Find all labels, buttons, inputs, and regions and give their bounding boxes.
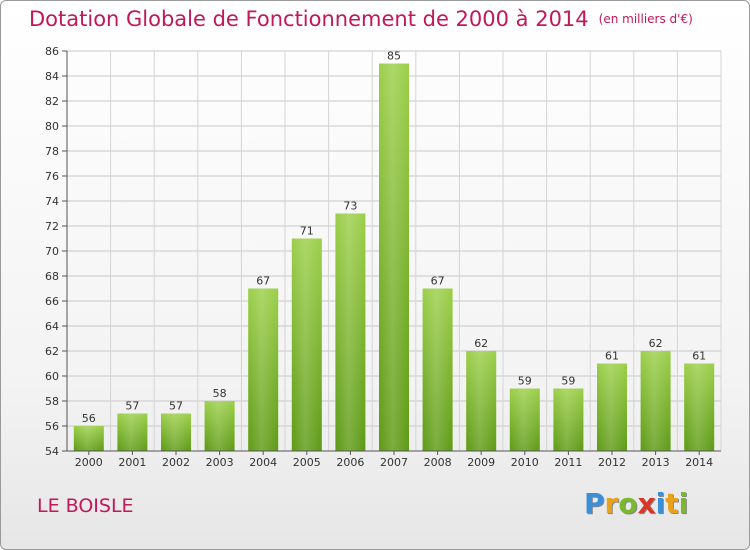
x-tick-label: 2000 — [75, 456, 103, 469]
bar-value-label: 62 — [649, 337, 663, 350]
bar-highlight — [379, 63, 409, 451]
bar-highlight — [73, 426, 104, 451]
logo-letter: P — [584, 487, 605, 520]
bar-highlight — [553, 388, 584, 451]
y-tick-label: 68 — [45, 270, 59, 283]
bar-value-label: 67 — [431, 275, 445, 288]
bar-value-label: 56 — [82, 412, 96, 425]
y-tick-label: 54 — [45, 445, 59, 458]
x-tick-label: 2006 — [336, 456, 364, 469]
y-tick-label: 82 — [45, 95, 59, 108]
proxiti-logo: Proxiti — [584, 487, 688, 520]
chart-unit: (en milliers d'€) — [598, 12, 693, 26]
x-tick-label: 2014 — [685, 456, 713, 469]
x-tick-label: 2012 — [598, 456, 626, 469]
bar-highlight — [640, 351, 671, 451]
bar-value-label: 59 — [518, 375, 532, 388]
logo-letter: o — [618, 487, 638, 520]
bar-value-label: 73 — [343, 200, 357, 213]
bar-value-label: 61 — [692, 350, 706, 363]
y-tick-label: 62 — [45, 345, 59, 358]
bar-highlight — [335, 213, 366, 451]
bar-value-label: 85 — [387, 50, 401, 63]
bar-value-label: 61 — [605, 350, 619, 363]
bar-value-label: 62 — [474, 337, 488, 350]
logo-letter: r — [604, 487, 619, 520]
y-tick-label: 70 — [45, 245, 59, 258]
y-tick-label: 78 — [45, 145, 59, 158]
x-tick-label: 2005 — [293, 456, 321, 469]
y-tick-label: 84 — [45, 70, 59, 83]
bar-value-label: 71 — [300, 225, 314, 238]
y-tick-label: 58 — [45, 395, 59, 408]
y-tick-label: 76 — [45, 170, 59, 183]
y-tick-label: 60 — [45, 370, 59, 383]
chart-title-text: Dotation Globale de Fonctionnement de 20… — [29, 7, 589, 31]
x-tick-label: 2010 — [511, 456, 539, 469]
x-tick-label: 2011 — [554, 456, 582, 469]
x-tick-label: 2004 — [249, 456, 277, 469]
bar-value-label: 57 — [169, 400, 183, 413]
axis-layer: 54 56 58 60 62 64 66 68 70 72 74 76 78 80 82 84 86 2000 20… — [45, 45, 721, 469]
bar-value-label: 67 — [256, 275, 270, 288]
bar-highlight — [466, 351, 497, 451]
bar-value-label: 58 — [213, 387, 227, 400]
y-tick-label: 80 — [45, 120, 59, 133]
x-tick-label: 2009 — [467, 456, 495, 469]
bar-layer: 56 57 57 58 67 71 73 85 67 62 59 59 61 62 61 — [73, 50, 715, 451]
y-tick-label: 86 — [45, 45, 59, 58]
bar-value-label: 59 — [561, 375, 575, 388]
y-tick-label: 74 — [45, 195, 59, 208]
commune-name: LE BOISLE — [37, 495, 134, 517]
y-tick-label: 56 — [45, 420, 59, 433]
x-tick-label: 2013 — [642, 456, 670, 469]
bar-highlight — [117, 413, 148, 451]
bar-highlight — [161, 413, 191, 451]
x-tick-label: 2001 — [118, 456, 146, 469]
bar-value-label: 57 — [125, 400, 139, 413]
y-tick-label: 66 — [45, 295, 59, 308]
bar-highlight — [684, 363, 715, 451]
logo-letter: i — [678, 487, 689, 520]
x-tick-label: 2007 — [380, 456, 408, 469]
bar-highlight — [509, 388, 540, 451]
bar-highlight — [204, 401, 235, 451]
logo-letter: i — [655, 487, 666, 520]
bar-highlight — [597, 363, 627, 451]
bar-highlight — [422, 288, 453, 451]
x-tick-label: 2002 — [162, 456, 190, 469]
y-tick-label: 72 — [45, 220, 59, 233]
bar-highlight — [291, 238, 322, 451]
x-tick-label: 2008 — [424, 456, 452, 469]
logo-letter: x — [637, 487, 656, 520]
chart-title: Dotation Globale de Fonctionnement de 20… — [29, 7, 693, 31]
bar-highlight — [248, 288, 279, 451]
y-tick-label: 64 — [45, 320, 59, 333]
logo-letter: t — [665, 487, 679, 520]
x-tick-label: 2003 — [206, 456, 234, 469]
